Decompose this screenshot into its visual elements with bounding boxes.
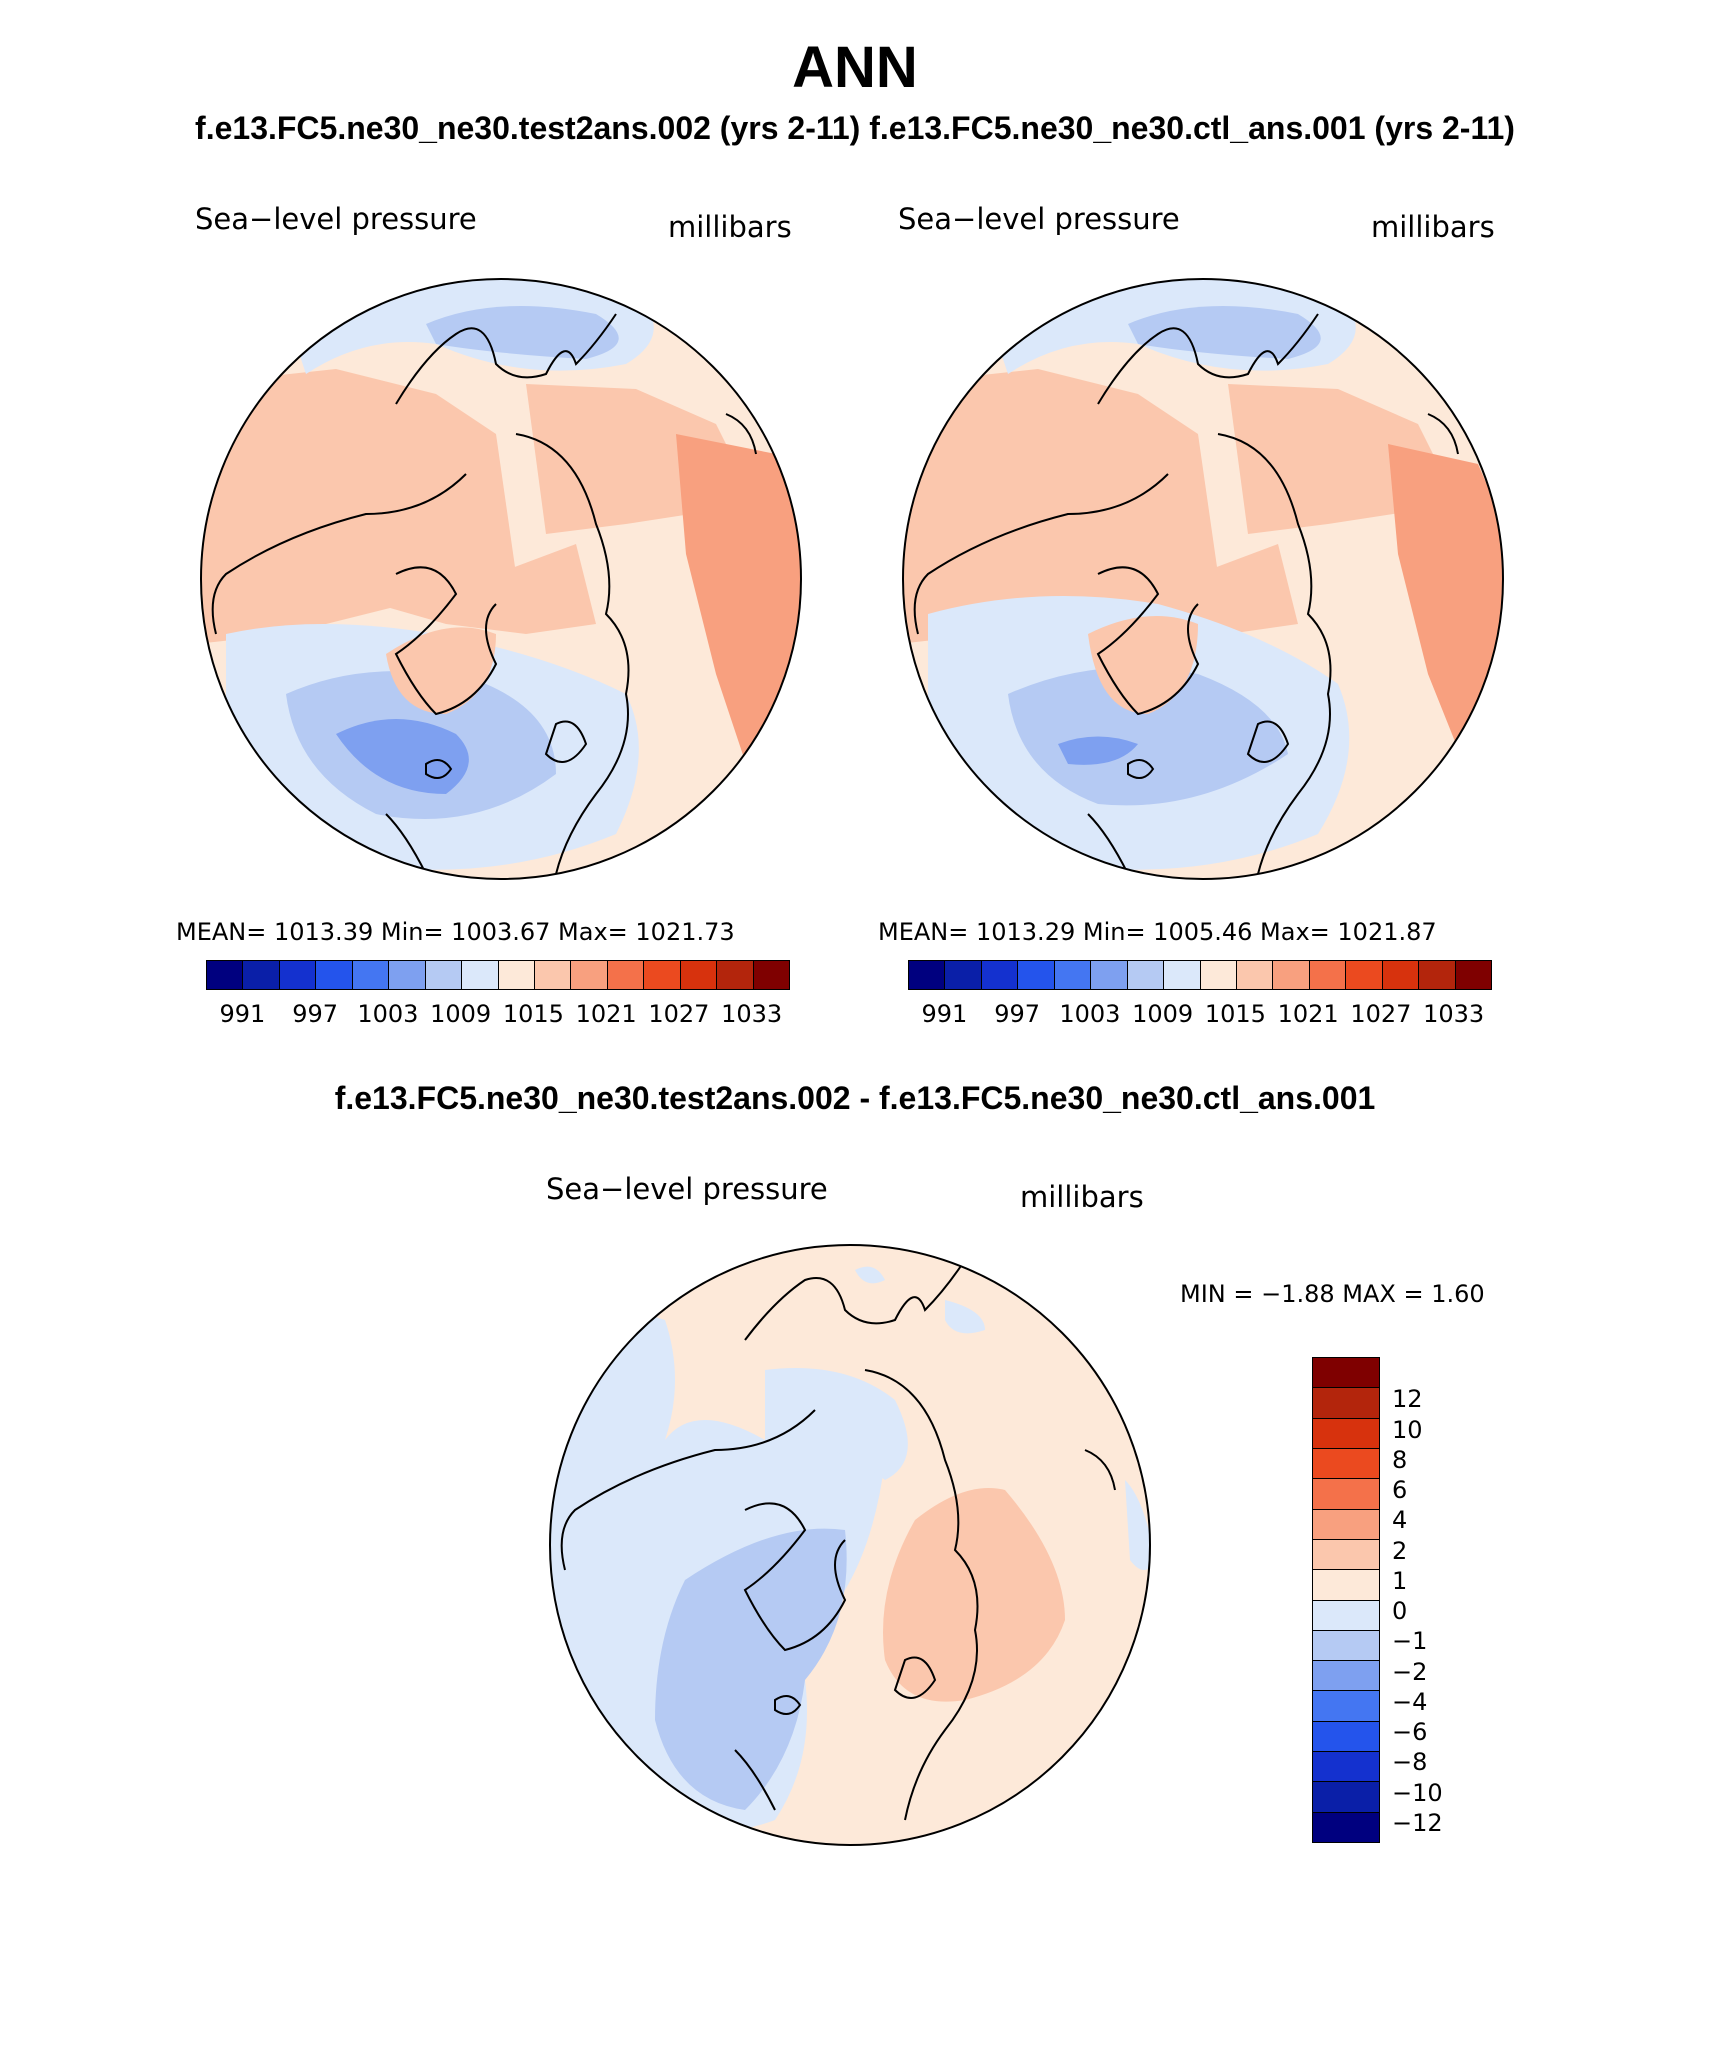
colorbar-difference-swatch bbox=[1313, 1752, 1379, 1783]
colorbar-difference-swatch bbox=[1313, 1388, 1379, 1419]
colorbar-control-swatch bbox=[1273, 961, 1310, 989]
colorbar-difference-tick-label: 6 bbox=[1392, 1476, 1408, 1504]
colorbar-difference-swatch bbox=[1313, 1539, 1379, 1571]
colorbar-difference-swatch bbox=[1313, 1721, 1379, 1753]
colorbar-difference-tick-label: 2 bbox=[1392, 1536, 1408, 1565]
panel2-units: millibars bbox=[1371, 210, 1495, 244]
panel2-variable: Sea−level pressure bbox=[898, 202, 1180, 236]
colorbar-difference-tick-label: −12 bbox=[1392, 1808, 1443, 1837]
colorbar-difference-swatch bbox=[1313, 1812, 1379, 1842]
colorbar-difference-tick-label: 0 bbox=[1392, 1597, 1408, 1625]
colorbar-control-swatch bbox=[1018, 961, 1055, 989]
colorbar-control-swatch bbox=[1054, 961, 1092, 989]
colorbar-difference-tick-label: −2 bbox=[1392, 1657, 1428, 1686]
panel1-variable: Sea−level pressure bbox=[195, 202, 477, 236]
colorbar-difference-swatch bbox=[1313, 1509, 1379, 1540]
colorbar-test-tick-label: 1033 bbox=[721, 1000, 783, 1028]
colorbar-difference-swatch bbox=[1313, 1600, 1379, 1631]
colorbar-difference bbox=[1312, 1357, 1380, 1843]
colorbar-difference-tick-label: −6 bbox=[1392, 1718, 1428, 1746]
diff-stats: MIN = −1.88 MAX = 1.60 bbox=[1180, 1280, 1485, 1308]
colorbar-control-swatch bbox=[1236, 961, 1274, 989]
panel2-stats: MEAN= 1013.29 Min= 1005.46 Max= 1021.87 bbox=[878, 918, 1437, 946]
colorbar-control-swatch bbox=[1200, 961, 1237, 989]
colorbar-control-swatch bbox=[945, 961, 982, 989]
colorbar-difference-swatch bbox=[1313, 1479, 1379, 1510]
colorbar-test-swatch bbox=[425, 961, 463, 989]
colorbar-difference-swatch bbox=[1313, 1630, 1379, 1662]
colorbar-test-swatch bbox=[717, 961, 754, 989]
colorbar-difference-tick-label: −4 bbox=[1392, 1687, 1428, 1716]
diff-units: millibars bbox=[1020, 1180, 1144, 1214]
colorbar-test bbox=[206, 960, 790, 990]
colorbar-control-swatch bbox=[1346, 961, 1383, 989]
colorbar-test-tick-label: 1015 bbox=[502, 1000, 564, 1028]
colorbar-difference-swatch bbox=[1313, 1570, 1379, 1601]
panel1-units: millibars bbox=[668, 210, 792, 244]
colorbar-control-tick-label: 1003 bbox=[1059, 1000, 1121, 1028]
colorbar-difference-tick-label: 4 bbox=[1392, 1506, 1408, 1535]
colorbar-control-swatch bbox=[981, 961, 1019, 989]
colorbar-test-swatch bbox=[243, 961, 280, 989]
case-names: f.e13.FC5.ne30_ne30.test2ans.002 (yrs 2-… bbox=[195, 110, 1515, 146]
colorbar-test-tick-label: 1027 bbox=[648, 1000, 710, 1028]
colorbar-test-swatch bbox=[644, 961, 681, 989]
colorbar-difference-tick-label: 12 bbox=[1392, 1385, 1423, 1414]
colorbar-test-tick-label: 1021 bbox=[575, 1000, 637, 1028]
colorbar-test-swatch bbox=[389, 961, 426, 989]
colorbar-control-swatch bbox=[1419, 961, 1456, 989]
colorbar-control-labels: 991 997 1003 1009 1015 1021 1027 1033 bbox=[908, 1000, 1490, 1030]
colorbar-difference-swatch bbox=[1313, 1782, 1379, 1813]
colorbar-control-tick-label: 991 bbox=[921, 1000, 968, 1028]
colorbar-control-swatch bbox=[1127, 961, 1165, 989]
colorbar-difference-swatch bbox=[1313, 1358, 1379, 1389]
colorbar-test-tick-label: 997 bbox=[292, 1000, 339, 1028]
colorbar-difference-swatch bbox=[1313, 1418, 1379, 1449]
map-panel-control bbox=[902, 278, 1504, 880]
colorbar-control-swatch bbox=[909, 961, 946, 989]
difference-title: f.e13.FC5.ne30_ne30.test2ans.002 - f.e13… bbox=[334, 1080, 1376, 1116]
colorbar-difference-tick-label: 10 bbox=[1392, 1415, 1423, 1444]
colorbar-test-swatch bbox=[207, 961, 244, 989]
map-panel-difference bbox=[549, 1244, 1151, 1846]
colorbar-difference-swatch bbox=[1313, 1691, 1379, 1722]
colorbar-test-swatch bbox=[753, 961, 789, 989]
colorbar-control-tick-label: 1033 bbox=[1423, 1000, 1485, 1028]
colorbar-test-swatch bbox=[607, 961, 645, 989]
colorbar-test-labels: 991 997 1003 1009 1015 1021 1027 1033 bbox=[206, 1000, 788, 1030]
colorbar-control-tick-label: 1021 bbox=[1277, 1000, 1339, 1028]
colorbar-control-swatch bbox=[1091, 961, 1128, 989]
colorbar-control bbox=[908, 960, 1492, 990]
colorbar-test-tick-label: 1009 bbox=[430, 1000, 492, 1028]
colorbar-test-swatch bbox=[680, 961, 718, 989]
colorbar-control-swatch bbox=[1455, 961, 1491, 989]
diff-variable: Sea−level pressure bbox=[546, 1172, 828, 1206]
colorbar-test-swatch bbox=[462, 961, 499, 989]
colorbar-difference-tick-label: −8 bbox=[1392, 1748, 1428, 1777]
colorbar-difference-tick-label: 8 bbox=[1392, 1445, 1408, 1474]
map-panel-test bbox=[200, 278, 802, 880]
colorbar-control-swatch bbox=[1309, 961, 1347, 989]
colorbar-control-tick-label: 1009 bbox=[1132, 1000, 1194, 1028]
colorbar-control-swatch bbox=[1382, 961, 1420, 989]
colorbar-control-tick-label: 1015 bbox=[1204, 1000, 1266, 1028]
colorbar-test-swatch bbox=[279, 961, 317, 989]
plot-title: ANN bbox=[792, 35, 918, 100]
colorbar-difference-tick-label: −10 bbox=[1392, 1778, 1443, 1807]
colorbar-test-tick-label: 1003 bbox=[357, 1000, 419, 1028]
colorbar-test-swatch bbox=[534, 961, 572, 989]
panel1-stats: MEAN= 1013.39 Min= 1003.67 Max= 1021.73 bbox=[176, 918, 735, 946]
colorbar-control-swatch bbox=[1164, 961, 1201, 989]
colorbar-control-tick-label: 997 bbox=[994, 1000, 1041, 1028]
colorbar-difference-tick-label: −1 bbox=[1392, 1627, 1428, 1656]
colorbar-test-swatch bbox=[352, 961, 390, 989]
colorbar-test-swatch bbox=[498, 961, 535, 989]
colorbar-control-tick-label: 1027 bbox=[1350, 1000, 1412, 1028]
colorbar-test-tick-label: 991 bbox=[219, 1000, 266, 1028]
colorbar-test-swatch bbox=[571, 961, 608, 989]
colorbar-difference-swatch bbox=[1313, 1661, 1379, 1692]
colorbar-difference-swatch bbox=[1313, 1448, 1379, 1480]
colorbar-difference-tick-label: 1 bbox=[1392, 1566, 1408, 1595]
colorbar-test-swatch bbox=[316, 961, 353, 989]
